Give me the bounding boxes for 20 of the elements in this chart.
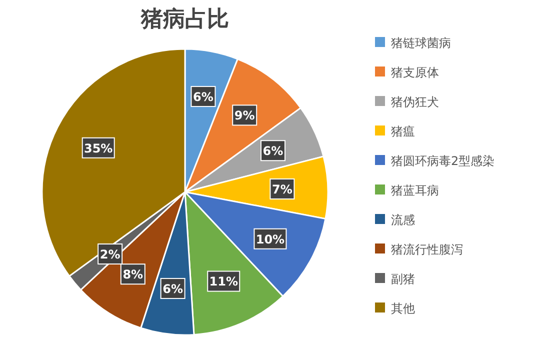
legend-label: 猪伪狂犬 — [391, 95, 439, 109]
legend-label: 猪支原体 — [391, 66, 439, 80]
legend-label: 流感 — [391, 213, 415, 227]
data-label: 9% — [234, 108, 255, 123]
data-label: 10% — [256, 232, 285, 246]
data-label: 2% — [100, 247, 120, 262]
data-label: 6% — [262, 144, 284, 158]
legend-label: 猪蓝耳病 — [391, 184, 439, 198]
legend-label: 猪链球菌病 — [391, 36, 451, 50]
legend-label: 副猪 — [391, 272, 415, 286]
data-label: 8% — [122, 268, 144, 282]
data-label: 6% — [162, 282, 183, 296]
title: 猪病占比 — [141, 7, 229, 32]
data-label: 7% — [272, 182, 292, 196]
data-label: 11% — [209, 274, 238, 289]
data-label: 35% — [84, 141, 113, 156]
legend-label: 其他 — [391, 302, 415, 316]
legend-label: 猪流行性腹泻 — [391, 242, 463, 256]
legend-label: 猪瘟 — [391, 124, 415, 138]
data-label: 6% — [193, 90, 214, 104]
